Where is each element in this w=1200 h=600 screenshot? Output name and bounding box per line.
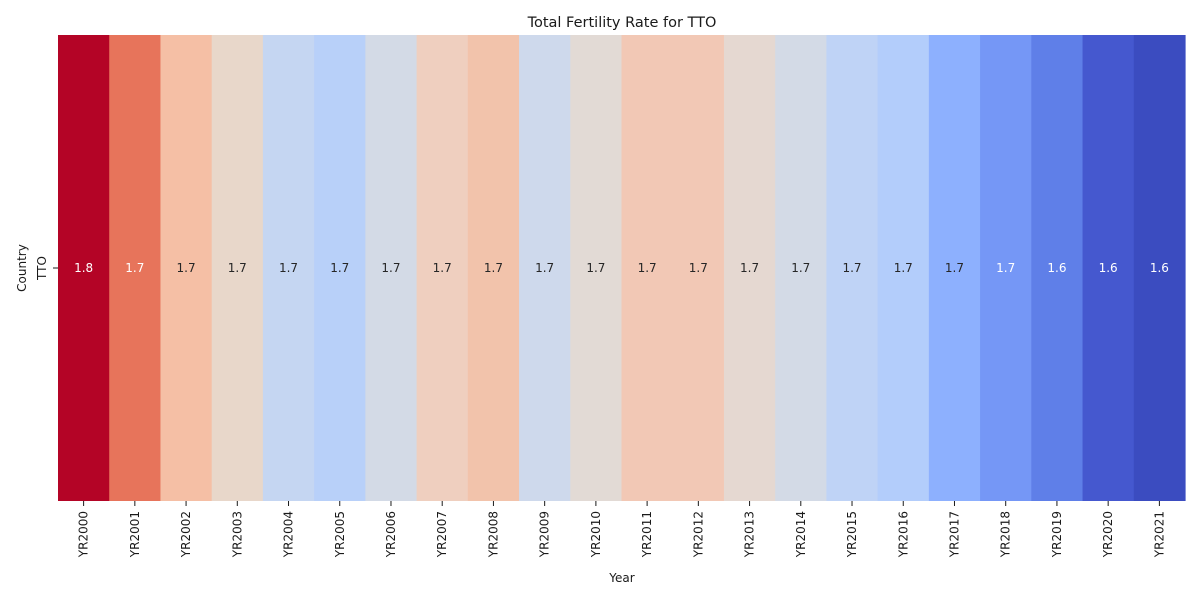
x-tick-label: YR2006 — [384, 511, 398, 558]
cell-value-label: 1.7 — [740, 261, 759, 275]
cell-value-label: 1.7 — [842, 261, 861, 275]
heatmap-cells — [58, 35, 1186, 501]
heatmap-cell — [314, 35, 366, 501]
cell-value-label: 1.7 — [996, 261, 1015, 275]
cell-value-label: 1.7 — [125, 261, 144, 275]
x-tick-label: YR2020 — [1101, 511, 1115, 558]
heatmap-cell — [621, 35, 674, 501]
x-axis-label: Year — [608, 571, 634, 585]
cell-value-label: 1.6 — [1099, 261, 1118, 275]
cell-value-label: 1.8 — [74, 261, 93, 275]
cell-value-label: 1.7 — [381, 261, 400, 275]
x-tick-label: YR2008 — [486, 511, 500, 558]
x-tick-label: YR2014 — [794, 511, 808, 558]
x-tick-label: YR2013 — [743, 511, 757, 558]
cell-value-label: 1.7 — [330, 261, 349, 275]
y-axis: TTO — [35, 256, 58, 281]
heatmap-cell — [723, 35, 776, 501]
cell-value-label: 1.6 — [1150, 261, 1169, 275]
x-tick-label: YR2000 — [77, 511, 91, 558]
heatmap-cell — [1133, 35, 1186, 501]
heatmap-cell — [775, 35, 828, 501]
x-tick-label: YR2001 — [128, 511, 142, 558]
cell-value-label: 1.7 — [945, 261, 964, 275]
heatmap-cell — [980, 35, 1032, 501]
x-tick-label: YR2003 — [230, 511, 244, 558]
heatmap-cell — [672, 35, 725, 501]
heatmap-cell — [58, 35, 110, 501]
heatmap-cell — [928, 35, 981, 501]
heatmap-cell — [1082, 35, 1135, 501]
x-tick-label: YR2018 — [999, 511, 1013, 558]
cell-value-label: 1.7 — [177, 261, 196, 275]
x-tick-label: YR2016 — [896, 511, 910, 558]
x-tick-label: YR2005 — [333, 511, 347, 558]
heatmap-cell — [160, 35, 213, 501]
cell-value-label: 1.7 — [894, 261, 913, 275]
heatmap-cell — [877, 35, 930, 501]
heatmap-cell — [365, 35, 418, 501]
heatmap-cell — [519, 35, 571, 501]
x-tick-label: YR2015 — [845, 511, 859, 558]
x-tick-label: YR2021 — [1152, 511, 1166, 558]
cell-value-label: 1.7 — [791, 261, 810, 275]
heatmap-cell — [211, 35, 264, 501]
cell-value-label: 1.7 — [586, 261, 605, 275]
cell-value-labels: 1.8 1.7 1.7 1.7 1.7 1.7 1.7 1.7 1.7 1.7 1.7 1.7 1.7 1… — [74, 261, 1169, 275]
cell-value-label: 1.7 — [638, 261, 657, 275]
x-tick-label: YR2012 — [691, 511, 705, 558]
heatmap-cell — [416, 35, 469, 501]
heatmap-cell — [826, 35, 879, 501]
heatmap-cell — [262, 35, 315, 501]
x-tick-label: YR2010 — [589, 511, 603, 558]
heatmap-cell — [1031, 35, 1084, 501]
heatmap-cell — [467, 35, 520, 501]
x-tick-label: YR2019 — [1050, 511, 1064, 558]
x-tick-label: YR2004 — [282, 511, 296, 558]
cell-value-label: 1.7 — [535, 261, 554, 275]
x-tick-label: YR2011 — [640, 511, 654, 558]
cell-value-label: 1.7 — [689, 261, 708, 275]
cell-value-label: 1.7 — [279, 261, 298, 275]
x-axis: YR2000 YR2001 YR2002 YR2003 YR2004 YR2005 YR20… — [77, 501, 1166, 558]
x-tick-label: YR2009 — [538, 511, 552, 558]
chart-title: Total Fertility Rate for TTO — [527, 15, 717, 31]
cell-value-label: 1.7 — [228, 261, 247, 275]
x-tick-label: YR2017 — [947, 511, 961, 558]
y-tick-label: TTO — [35, 256, 49, 281]
cell-value-label: 1.7 — [484, 261, 503, 275]
x-tick-label: YR2002 — [179, 511, 193, 558]
y-axis-label: Country — [15, 244, 29, 292]
heatmap-cell — [109, 35, 162, 501]
cell-value-label: 1.7 — [433, 261, 452, 275]
cell-value-label: 1.6 — [1047, 261, 1066, 275]
heatmap-cell — [570, 35, 623, 501]
x-tick-label: YR2007 — [435, 511, 449, 558]
